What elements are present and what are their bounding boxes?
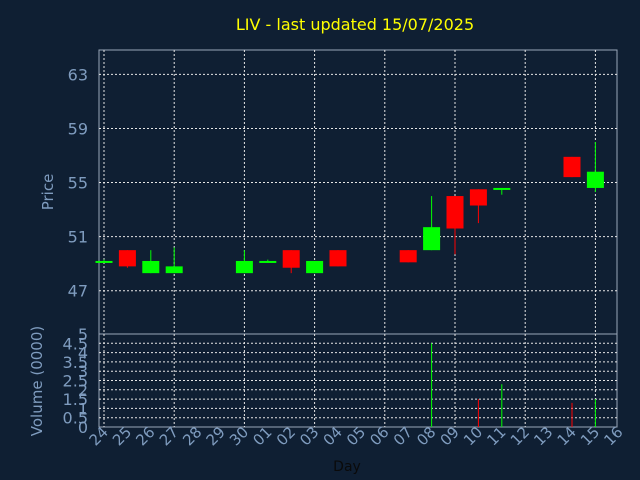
price-tick-label: 59 — [68, 119, 88, 138]
candle-body — [95, 260, 113, 263]
volume-tick-label: 1 — [78, 399, 88, 418]
price-tick-label: 51 — [68, 228, 88, 247]
volume-tick-label: 1.5 — [63, 390, 88, 409]
candle-body — [142, 260, 160, 274]
volume-y-axis: 00.511.522.533.544.55 — [63, 325, 88, 437]
volume-grid — [99, 334, 617, 427]
candle-body — [118, 250, 136, 267]
price-axis-label: Price — [39, 174, 57, 211]
candle-body — [306, 260, 324, 274]
chart-title: LIV - last updated 15/07/2025 — [236, 15, 474, 34]
candle-body — [586, 171, 604, 188]
candle-body — [446, 196, 464, 229]
volume-panel: 00.511.522.533.544.55 Volume (0000) — [28, 325, 618, 437]
volume-tick-label: 5 — [78, 325, 88, 344]
volume-tick-label: 2 — [78, 381, 88, 400]
volume-bars — [431, 343, 596, 427]
volume-tick-label: 4.5 — [63, 334, 88, 353]
volume-tick-label: 3.5 — [63, 353, 88, 372]
candle-body — [259, 260, 277, 263]
candle-body — [329, 250, 347, 267]
price-tick-label: 55 — [68, 174, 88, 193]
price-panel: 47 51 55 59 63 Price — [39, 49, 618, 335]
candle-body — [423, 227, 441, 251]
volume-tick-label: 0.5 — [63, 409, 88, 428]
candles — [95, 141, 604, 274]
volume-tick-label: 4 — [78, 344, 88, 363]
candle-body — [563, 156, 581, 178]
candle-body — [399, 250, 417, 263]
volume-tick-label: 2.5 — [63, 372, 88, 391]
price-tick-label: 63 — [68, 65, 88, 84]
price-plot-area — [98, 49, 618, 335]
x-axis: 2425262728293001020304050607080910111213… — [86, 423, 627, 449]
volume-tick-label: 0 — [78, 418, 88, 437]
price-tick-label: 47 — [68, 282, 88, 301]
volume-tick-label: 3 — [78, 362, 88, 381]
candle-body — [493, 187, 511, 190]
candle-body — [469, 189, 487, 206]
volume-axis-label: Volume (0000) — [28, 326, 46, 436]
candle-body — [235, 260, 253, 274]
x-axis-label: Day — [333, 459, 361, 475]
candle-body — [165, 266, 183, 274]
price-grid — [99, 50, 617, 334]
candle-body — [282, 250, 300, 268]
price-y-axis: 47 51 55 59 63 — [68, 65, 88, 300]
